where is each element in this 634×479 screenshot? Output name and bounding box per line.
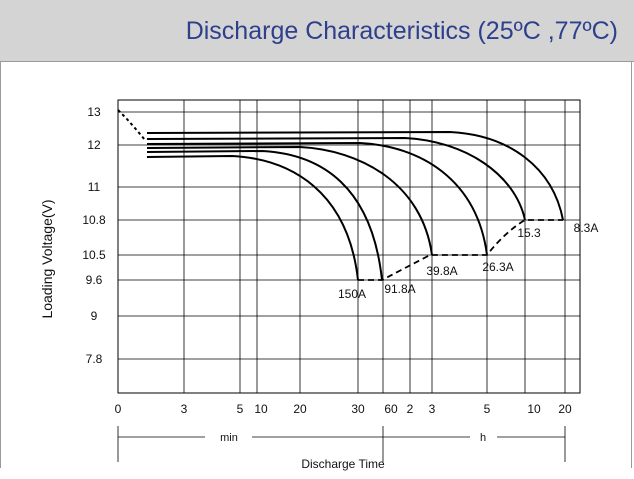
y-tick-label: 12 [87, 138, 101, 152]
title-bar: Discharge Characteristics (25ºC ,77ºC) [0, 0, 634, 62]
series-label: 26.3A [482, 260, 513, 274]
y-tick-label: 10.5 [82, 248, 106, 262]
y-tick-label: 9 [91, 309, 98, 323]
x-tick-label: 3 [429, 402, 436, 416]
discharge-curves [117, 109, 564, 281]
y-tick-label: 11 [88, 180, 101, 194]
x-tick-label: 2 [407, 402, 414, 416]
y-tick-label: 10.8 [82, 213, 106, 227]
y-tick-label: 9.6 [86, 273, 103, 287]
x-tick-label: 10 [254, 402, 268, 416]
series-label: 8.3A [574, 221, 599, 235]
discharge-curve [146, 130, 564, 221]
x-tick-labels: 0 3 5 10 20 30 60 2 3 5 10 20 [115, 402, 572, 416]
x-tick-label: 30 [351, 402, 365, 416]
grid [117, 99, 581, 394]
y-tick-label: 13 [87, 105, 101, 119]
x-tick-label: 20 [558, 402, 572, 416]
y-tick-label: 7.8 [86, 352, 103, 366]
unit-min-label: min [220, 432, 238, 444]
time-units: min h [117, 426, 566, 462]
initial-voltage-drop [117, 109, 146, 141]
series-labels: 150A 91.8A 39.8A 26.3A 15.3 8.3A [338, 221, 598, 301]
x-tick-label: 5 [484, 402, 491, 416]
x-tick-label: 60 [384, 402, 398, 416]
series-label: 39.8A [426, 264, 457, 278]
discharge-curve [146, 145, 433, 256]
discharge-curve [146, 149, 383, 281]
x-tick-label: 3 [181, 402, 188, 416]
unit-h-label: h [480, 432, 486, 444]
y-axis-label: Loading Voltage(V) [39, 199, 55, 318]
discharge-curve [146, 141, 488, 256]
x-tick-label: 5 [237, 402, 244, 416]
series-label: 91.8A [384, 282, 415, 296]
x-tick-label: 20 [293, 402, 307, 416]
x-axis-label: Discharge Time [301, 457, 385, 471]
discharge-curve [146, 136, 526, 221]
discharge-curve [146, 154, 359, 281]
y-tick-labels: 13 12 11 10.8 10.5 9.6 9 7.8 [82, 105, 106, 366]
plot-border [117, 99, 581, 394]
x-tick-label: 10 [527, 402, 541, 416]
chart-title: Discharge Characteristics (25ºC ,77ºC) [185, 17, 618, 45]
series-label: 150A [338, 287, 366, 301]
x-tick-label: 0 [115, 402, 122, 416]
series-label: 15.3 [517, 226, 541, 240]
